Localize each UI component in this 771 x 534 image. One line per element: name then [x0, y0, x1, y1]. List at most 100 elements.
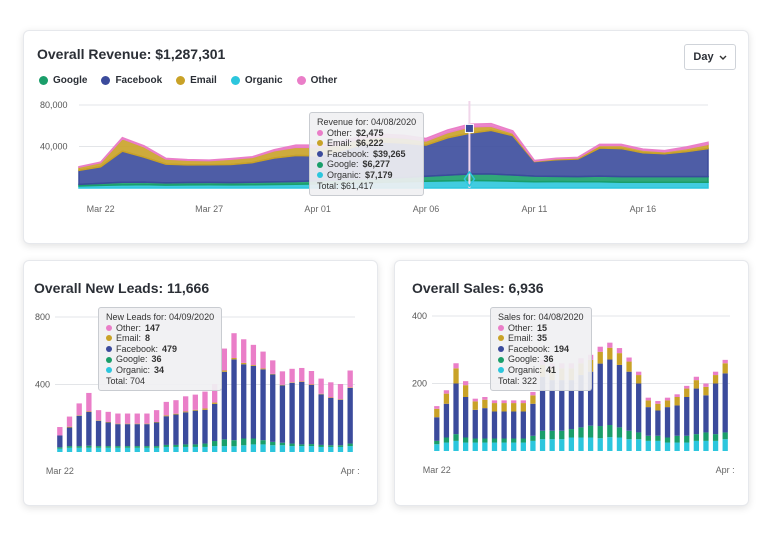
leads-bar-facebook	[347, 387, 353, 444]
sales-bar-other	[636, 371, 642, 376]
leads-bar-other	[105, 411, 111, 422]
tooltip-dot-organic	[317, 172, 323, 179]
leads-bar-google	[134, 446, 140, 448]
sales-bar-facebook	[520, 411, 526, 439]
leads-bar-google	[318, 444, 324, 447]
sales-bar-other	[645, 397, 651, 401]
leads-bar-email	[124, 423, 131, 425]
period-dropdown[interactable]: Day	[684, 44, 736, 70]
leads-bar-email	[328, 397, 334, 398]
legend-item-google[interactable]: Google	[39, 75, 87, 86]
sales-bar-facebook	[712, 383, 719, 435]
sales-bar-email	[607, 347, 613, 360]
tooltip-label: Google:	[508, 354, 540, 365]
tooltip-dot-organic	[498, 367, 504, 374]
leads-bar-facebook	[318, 394, 324, 445]
sales-bar-other	[684, 385, 690, 389]
leads-bar-google	[192, 444, 198, 447]
leads-bar-facebook	[202, 409, 208, 444]
tooltip-dot-organic	[106, 367, 112, 374]
revenue-xtick-label: Apr 06	[413, 204, 440, 214]
sales-bar-facebook	[684, 397, 690, 436]
revenue-tooltip: Revenue for: 04/08/2020 Other: $2,475 Emai…	[309, 112, 425, 197]
sales-bar-google	[607, 425, 613, 438]
sales-bar-email	[511, 403, 517, 412]
sales-bar-email	[645, 400, 651, 408]
sales-bar-email	[463, 385, 469, 397]
sales-bar-google	[530, 435, 536, 441]
tooltip-header: New Leads for: 04/09/2020	[106, 312, 215, 322]
sales-bar-other	[655, 401, 661, 404]
leads-xtick-label: Apr :	[341, 466, 360, 476]
sales-bar-email	[453, 368, 459, 384]
sales-bar-facebook	[626, 371, 632, 431]
tooltip-row-google: Google: $6,277	[317, 159, 416, 170]
leads-bar-organic	[105, 447, 111, 452]
leads-bar-google	[163, 444, 169, 447]
sales-bar-facebook	[664, 407, 671, 438]
tooltip-value: 36	[151, 354, 162, 365]
sales-bar-email	[520, 403, 526, 412]
sales-bar-other	[693, 376, 699, 381]
leads-bar-google	[182, 444, 189, 447]
sales-bar-facebook	[616, 364, 623, 428]
sales-bar-google	[703, 432, 709, 441]
tooltip-value: 194	[554, 343, 570, 354]
leads-bar-other	[86, 392, 92, 412]
leads-bar-facebook	[270, 374, 276, 442]
tooltip-dot-other	[498, 324, 504, 331]
leads-bar-google	[212, 441, 218, 447]
sales-bar-other	[674, 394, 680, 397]
legend-item-facebook[interactable]: Facebook	[101, 75, 162, 86]
leads-bar-email	[231, 358, 237, 360]
leads-bar-facebook	[124, 424, 131, 447]
sales-bar-email	[655, 403, 661, 411]
leads-bar-organic	[308, 446, 315, 452]
sales-bar-other	[626, 357, 632, 362]
sales-bar-google	[463, 437, 469, 443]
tooltip-label: Email:	[327, 138, 353, 149]
leads-bar-email	[241, 362, 247, 365]
tooltip-value: 35	[537, 333, 548, 344]
leads-bar-facebook	[279, 385, 286, 443]
sales-bar-organic	[655, 440, 661, 451]
leads-bar-email	[115, 423, 121, 425]
legend-dot-other	[296, 76, 306, 85]
tooltip-dot-email	[106, 335, 112, 342]
leads-bar-google	[260, 440, 266, 445]
sales-bar-organic	[539, 439, 546, 451]
tooltip-row-email: Email: $6,222	[317, 138, 416, 149]
leads-bar-google	[66, 446, 73, 448]
legend-item-email[interactable]: Email	[176, 75, 217, 86]
leads-bar-other	[124, 413, 131, 424]
sales-bar-email	[693, 380, 699, 389]
legend-label-email: Email	[190, 75, 217, 86]
sales-bar-facebook	[530, 403, 536, 436]
tooltip-value: $39,265	[373, 148, 406, 159]
leads-bar-email	[66, 426, 73, 428]
leads-bar-email	[347, 387, 353, 388]
leads-bar-email	[105, 421, 111, 423]
leads-bar-other	[192, 394, 198, 410]
leads-bar-other	[308, 371, 315, 385]
legend-item-organic[interactable]: Organic	[230, 75, 283, 86]
leads-bar-organic	[289, 446, 295, 452]
legend-item-other[interactable]: Other	[296, 75, 337, 86]
leads-bar-google	[347, 443, 353, 447]
sales-bar-email	[597, 351, 603, 364]
revenue-ytick-label: 40,000	[40, 142, 68, 152]
tooltip-total: Total: 704	[106, 375, 146, 386]
leads-bar-facebook	[221, 371, 228, 440]
sales-bar-email	[636, 375, 642, 384]
tooltip-row-email: Email: 35	[498, 333, 584, 344]
sales-bar-google	[636, 432, 642, 440]
leads-ytick-label: 800	[35, 312, 50, 322]
tooltip-row-facebook: Facebook: 194	[498, 344, 584, 355]
sales-bar-email	[712, 375, 719, 384]
leads-bar-google	[124, 446, 131, 448]
leads-bar-facebook	[308, 385, 315, 445]
sales-bar-google	[722, 432, 728, 440]
sales-bar-facebook	[463, 397, 469, 438]
leads-bar-facebook	[95, 420, 102, 447]
sales-bar-organic	[578, 437, 584, 451]
